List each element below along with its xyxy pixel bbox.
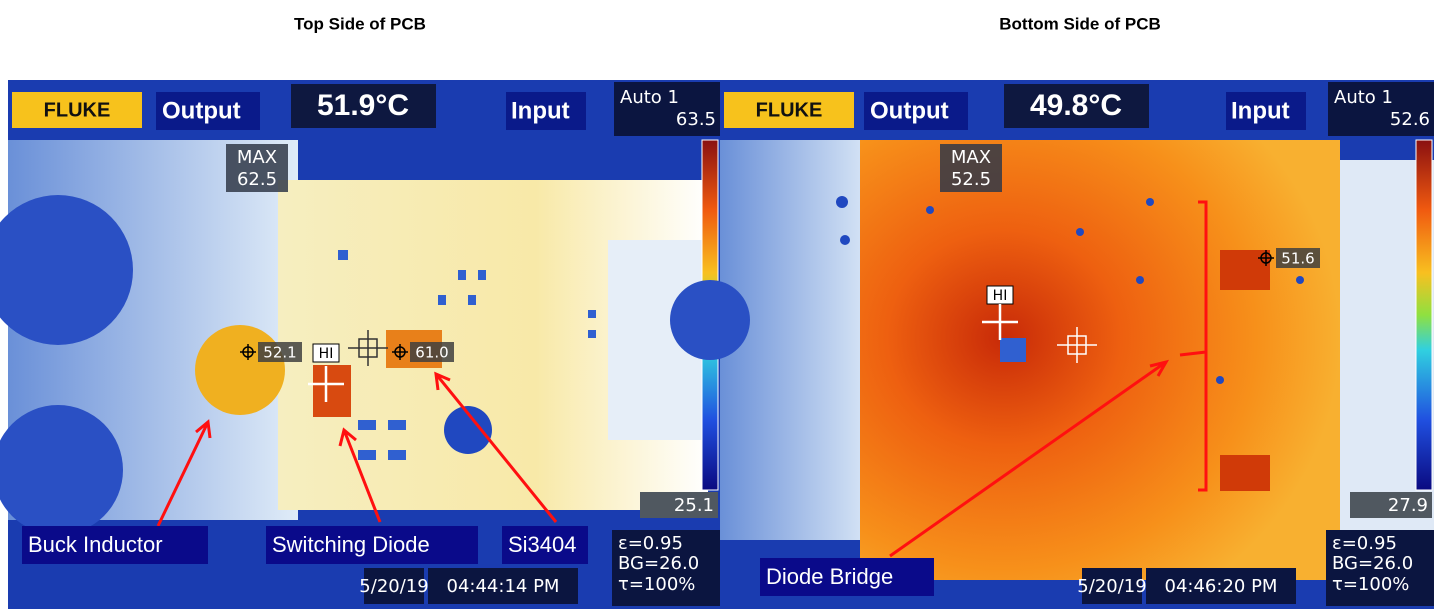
components [836,196,1304,384]
diode [313,365,351,417]
spot-marker [1258,250,1274,266]
time-box [1146,568,1296,604]
input-label: Input [511,97,570,124]
output-label: Output [870,97,949,124]
arrow [338,427,382,523]
annotation: Buck Inductor [28,532,163,557]
spot-box [410,342,454,362]
date-box [1082,568,1142,604]
thermal-image: FLUKE Output 51.9°C Input Auto 1 63.5 25… [0,80,720,609]
max-label: MAX [951,147,991,168]
center-marker [1057,327,1097,363]
min-box [1350,492,1432,518]
brand-box [12,92,142,128]
brand: FLUKE [44,99,111,121]
time: 04:46:20 PM [1165,576,1278,597]
brand: FLUKE [756,99,823,121]
transmission: τ=100% [1332,574,1409,595]
arrow [156,419,212,527]
label-box [506,92,586,130]
auto-box [614,82,720,136]
arrow [889,359,1170,558]
params-box [612,530,720,606]
transmission: τ=100% [618,574,695,595]
emissivity: ε=0.95 [618,533,683,554]
brand-box [724,92,854,128]
bracket [1179,200,1208,492]
annotation: Diode Bridge [766,564,893,589]
spot-value: 61.0 [415,344,448,362]
spot-marker [240,344,256,360]
annotation-box [502,526,588,564]
max-label: MAX [237,147,277,168]
label-box [864,92,968,130]
background-temp: BG=26.0 [618,553,699,574]
center-temp: 51.9°C [317,89,409,122]
max-value: 52.5 [951,169,991,190]
temp-box [291,84,436,128]
auto-box [1328,82,1434,136]
center-temp: 49.8°C [1030,89,1122,122]
input-label: Input [1231,97,1290,124]
arrow [434,371,558,523]
inductor [195,325,285,415]
center-marker [348,330,388,366]
hi-marker [982,304,1018,340]
annotation-box [760,558,934,596]
temp-box [1004,84,1149,128]
hi-box [312,343,340,363]
color-scale [1415,139,1433,491]
params-box [1326,530,1434,606]
annotation: Si3404 [508,532,577,557]
inductor-coil [0,405,123,535]
inductor-coil [0,195,133,345]
diode [1220,455,1270,491]
annotation-box [22,526,208,564]
annotation: Switching Diode [272,532,430,557]
date: 5/20/19 [359,576,428,597]
caption: Bottom Side of PCB [999,14,1161,33]
max-value: 62.5 [237,169,277,190]
scale-max: 63.5 [676,109,716,130]
annotation-box [266,526,478,564]
spot-box [1276,248,1320,268]
hi-marker [308,366,344,402]
label-box [156,92,260,130]
emissivity: ε=0.95 [1332,533,1397,554]
spot-value: 52.1 [263,344,296,362]
time: 04:44:14 PM [447,576,560,597]
via [444,406,492,454]
thermal-image: FLUKE Output 49.8°C Input Auto 1 52.6 27… [670,80,1434,609]
date: 5/20/19 [1077,576,1146,597]
palette-mode: Auto 1 [1334,87,1393,108]
background-temp: BG=26.0 [1332,553,1413,574]
hi-label: HI [993,288,1008,304]
spot-marker [392,344,408,360]
output-label: Output [162,97,241,124]
date-box [364,568,424,604]
board [860,140,1340,580]
spot-box [258,342,302,362]
max-box [226,144,288,192]
ic [1000,338,1026,362]
board-edge [720,140,880,540]
hi-label: HI [319,346,334,362]
palette-mode: Auto 1 [620,87,679,108]
scale-min: 25.1 [674,495,714,516]
coil [670,280,750,360]
max-box [940,144,1002,192]
scale-max: 52.6 [1390,109,1430,130]
components [338,250,596,460]
spot-value: 51.6 [1281,250,1314,268]
caption: Top Side of PCB [294,14,426,33]
min-box [640,492,718,518]
scale-min: 27.9 [1388,495,1428,516]
diode [1220,250,1270,290]
label-box [1226,92,1306,130]
time-box [428,568,578,604]
